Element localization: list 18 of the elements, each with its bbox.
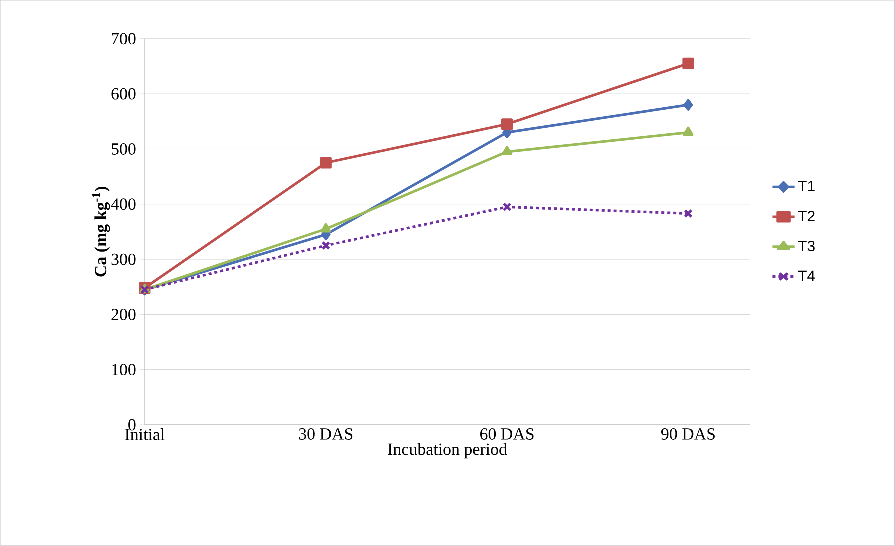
y-tick-label: 0 [128,419,136,431]
y-tick-label: 600 [112,88,136,100]
legend-label: T1 [798,181,815,192]
x-axis-title: Incubation period [388,443,508,459]
legend-label: T4 [798,270,816,282]
y-tick-label: 100 [112,364,136,376]
y-tick-label: 400 [111,198,136,210]
y-tick-label: 300 [112,254,136,266]
x-tick-label: 30 DAS [299,428,353,440]
y-tick-label: 200 [112,309,136,320]
y-tick-label: 500 [112,144,136,155]
legend-label: T2 [798,211,815,222]
legend-label: T3 [798,240,815,252]
x-tick-label: 90 DAS [661,428,715,440]
y-tick-label: 700 [112,33,136,45]
y-axis-title: Ca (mg kg$^{-1}$) [92,187,110,277]
x-tick-label: 60 DAS [480,428,534,440]
x-tick-label: Initial [125,428,165,440]
